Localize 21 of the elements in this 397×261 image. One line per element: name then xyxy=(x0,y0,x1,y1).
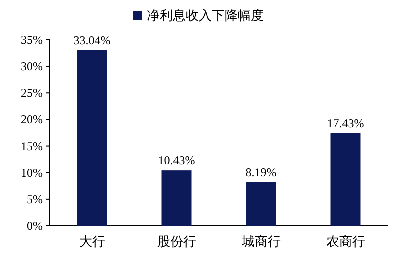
y-tick-label: 35% xyxy=(21,33,43,47)
x-tick-label: 大行 xyxy=(79,234,106,249)
x-tick-label: 股份行 xyxy=(157,234,196,249)
x-tick-label: 农商行 xyxy=(326,234,366,249)
y-tick-label: 25% xyxy=(21,86,43,100)
y-tick-label: 5% xyxy=(27,192,43,206)
data-label: 8.19% xyxy=(246,165,277,180)
x-tick-label: 城商行 xyxy=(240,234,281,249)
bar xyxy=(330,133,361,226)
y-tick-label: 30% xyxy=(21,60,43,74)
bar xyxy=(77,50,108,226)
y-tick-label: 0% xyxy=(27,219,43,233)
y-tick-label: 10% xyxy=(21,166,43,180)
legend-label: 净利息收入下降幅度 xyxy=(147,8,264,23)
y-tick-label: 20% xyxy=(21,112,43,127)
data-label: 10.43% xyxy=(158,154,196,168)
bar xyxy=(162,170,192,226)
data-label: 33.04% xyxy=(74,33,111,48)
bar xyxy=(246,182,276,226)
data-label: 17.43% xyxy=(327,116,364,130)
y-tick-label: 15% xyxy=(21,139,43,154)
